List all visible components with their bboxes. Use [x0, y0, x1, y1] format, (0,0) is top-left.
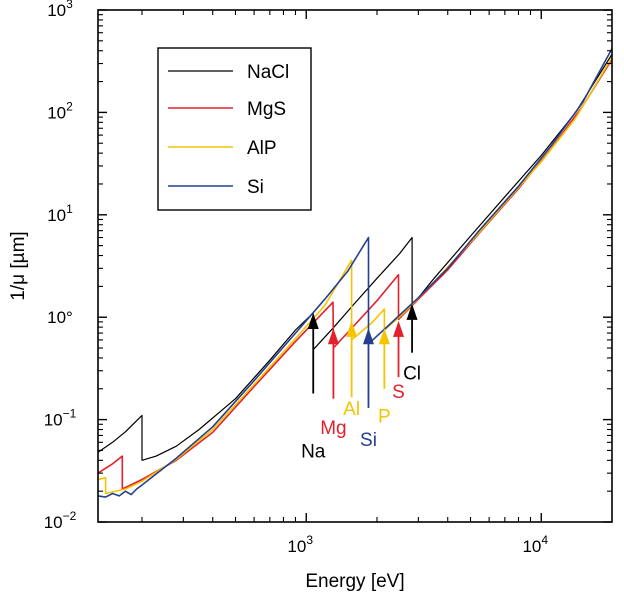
legend-item-alp: AlP	[168, 138, 277, 159]
y-tick-label: 10°	[47, 308, 73, 327]
edge-arrow-head	[346, 320, 358, 337]
edge-marker-na: Na	[301, 312, 326, 462]
y-axis-title: 1/μ [µm]	[8, 231, 29, 300]
x-axis-title: Energy [eV]	[305, 571, 404, 592]
edge-arrow-head	[327, 328, 339, 345]
legend-label-nacl: NaCl	[247, 62, 289, 83]
y-tick-label: 101	[47, 202, 73, 225]
legend-item-mgs: MgS	[168, 99, 286, 120]
edge-label-al: Al	[343, 399, 360, 420]
series-line-alp	[98, 56, 612, 495]
edge-label-p: P	[378, 406, 391, 427]
edge-label-na: Na	[301, 441, 326, 462]
y-tick-label: 103	[47, 0, 73, 20]
edge-marker-si: Si	[360, 328, 377, 451]
edge-arrow-head	[406, 303, 418, 320]
edge-label-s: S	[392, 382, 405, 403]
edge-arrow-head	[393, 320, 405, 337]
legend-label-alp: AlP	[247, 138, 277, 159]
edge-marker-mg: Mg	[320, 328, 347, 439]
series-line-si	[98, 48, 612, 498]
edge-arrow-head	[307, 312, 319, 329]
legend-box	[157, 47, 312, 211]
edge-marker-cl: Cl	[403, 303, 421, 384]
legend: NaCl MgS AlP Si	[157, 47, 312, 211]
legend-item-nacl: NaCl	[168, 62, 289, 83]
y-tick-label: 102	[47, 99, 73, 122]
x-tick-label: 104	[522, 533, 548, 556]
x-tick-label: 103	[287, 533, 313, 556]
y-tick-label: 10−1	[44, 407, 77, 430]
plot-frame	[97, 9, 613, 523]
legend-item-si: Si	[168, 177, 264, 198]
edge-marker-al: Al	[343, 320, 360, 420]
edge-label-si: Si	[360, 430, 377, 451]
edge-arrow-head	[378, 328, 390, 345]
edge-marker-s: S	[392, 320, 405, 403]
axis-ticks: 103 104 10−2 10−1 10° 101 102 103	[44, 0, 612, 556]
legend-label-mgs: MgS	[247, 99, 286, 120]
y-tick-label: 10−2	[44, 509, 77, 532]
edge-label-mg: Mg	[320, 418, 346, 439]
edge-arrow-head	[362, 328, 374, 345]
edge-marker-p: P	[378, 328, 391, 427]
edge-label-cl: Cl	[403, 363, 421, 384]
legend-label-si: Si	[247, 177, 264, 198]
